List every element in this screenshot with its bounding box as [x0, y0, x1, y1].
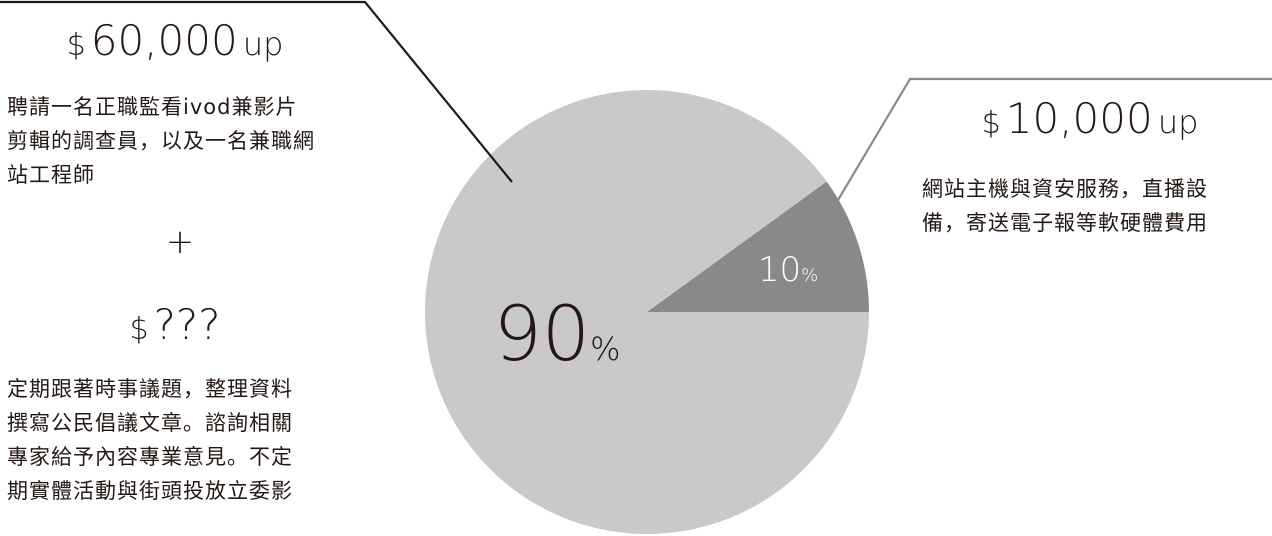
pie-slices [425, 90, 869, 535]
left-amount: $ 60,000 up [50, 16, 300, 65]
plus-sign: + [165, 222, 195, 262]
left-description: 聘請一名正職監看ivod兼影片 剪輯的調查員，以及一名兼職網 站工程師 [7, 90, 367, 192]
right-description-line: 備，寄送電子報等軟硬體費用 [922, 211, 1208, 235]
left-amount-suffix: up [242, 25, 284, 63]
left-description-2-line: 專家給予內容專業意見。不定 [7, 445, 293, 469]
leader-line-right [837, 77, 1272, 201]
pie-slice-90-percent [425, 90, 869, 535]
right-amount: $ 10,000 up [960, 94, 1220, 143]
slice-label-large: 90% [493, 289, 620, 378]
left-description-line: 聘請一名正職監看ivod兼影片 [7, 95, 298, 119]
left-description-2-line: 撰寫公民倡議文章。諮詢相關 [7, 411, 293, 435]
slice-label-large-unit: % [590, 330, 620, 368]
slice-label-small-unit: % [801, 265, 818, 286]
right-amount-value: 10,000 [1005, 94, 1153, 143]
left-description-2-line: 定期跟著時事議題，整理資料 [7, 377, 293, 401]
right-amount-suffix: up [1157, 103, 1199, 141]
slice-labels: 10% 90% [493, 250, 818, 378]
left-amount-currency: $ [66, 28, 86, 63]
left-amount2-currency: $ [129, 312, 149, 347]
slice-label-small: 10% [758, 250, 818, 290]
right-description-line: 網站主機與資安服務，直播設 [922, 177, 1208, 201]
pie-slice-10-percent [647, 181, 869, 312]
left-description-2-line: 期實體活動與街頭投放立委影 [7, 479, 293, 503]
left-description-2: 定期跟著時事議題，整理資料 撰寫公民倡議文章。諮詢相關 專家給予內容專業意見。不… [7, 372, 367, 508]
right-description: 網站主機與資安服務，直播設 備，寄送電子報等軟硬體費用 [922, 172, 1272, 240]
leader-line-left [0, 0, 513, 183]
right-amount-currency: $ [981, 106, 1001, 141]
left-amount-unknown: $ ??? [50, 300, 300, 349]
left-description-line: 站工程師 [7, 163, 95, 187]
slice-label-small-value: 10 [758, 250, 801, 290]
left-description-line: 剪輯的調查員，以及一名兼職網 [7, 129, 315, 153]
leader-lines [0, 0, 1272, 201]
slice-label-large-value: 90 [493, 289, 590, 378]
left-amount-value: 60,000 [90, 16, 238, 65]
left-amount2-value: ??? [153, 300, 221, 349]
